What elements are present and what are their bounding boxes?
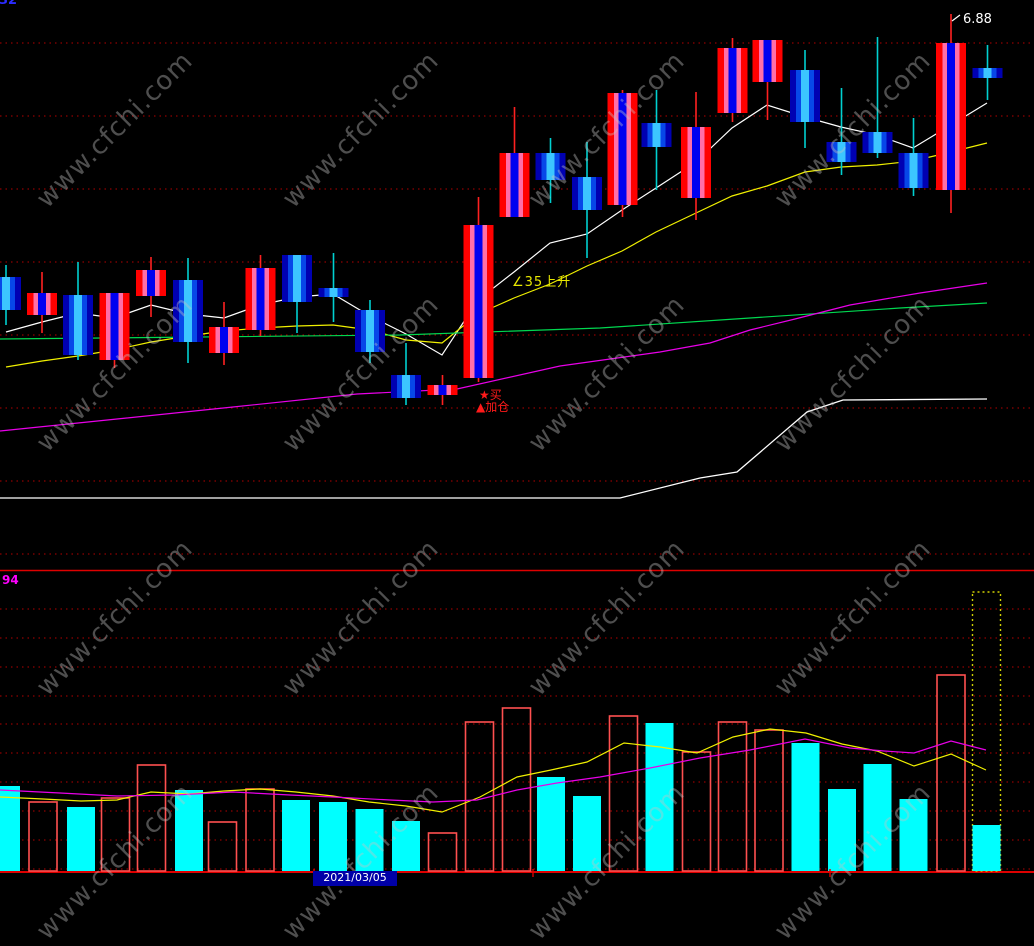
candle-body [427,385,458,395]
volume-bar-up [100,797,131,872]
volume-bar-down [392,821,420,871]
ma-white [5,102,988,356]
volume-bar-down [355,809,384,871]
volume-bar-up [681,751,712,872]
candle-body [499,153,530,217]
candle-body [463,225,494,378]
volume-bar-down [791,743,820,871]
ma-magenta [0,282,988,432]
stop-line [0,398,988,499]
candle-body [717,48,748,113]
volume-bar-down [899,799,928,871]
candle-body [898,153,929,188]
candle-body [245,268,276,330]
volume-bar-down [0,786,20,871]
candle-body [355,310,385,352]
candle-body [862,132,893,153]
ma-yellow [5,142,988,368]
candle-body [63,295,93,355]
price-tag-leader-line [951,14,961,22]
angle-rise-annotation: ∠35上升 [512,275,572,290]
volume-bar-up [28,801,58,872]
volume-bar-up [608,715,639,872]
candle-body [936,43,966,190]
volume-bar-down [67,807,95,871]
candle-body [607,93,638,205]
volume-bar-up [936,674,966,872]
volume-bar-down [828,789,856,871]
volume-bar-down [319,802,347,871]
candle-body [0,277,21,310]
candle-body [535,153,566,180]
candle-body [641,123,672,147]
volume-bar-down [645,723,674,871]
volume-bar-down [175,790,203,871]
candle-body [752,40,783,82]
volume-bar-up [207,821,238,872]
candle-body [136,270,166,296]
candle-body [681,127,711,198]
volume-bar-down [573,796,601,871]
volume-axis-scale-label: 94 [2,573,19,587]
candle-body [572,177,602,210]
volume-bar-down [972,825,1001,871]
volume-bar-up [245,788,275,872]
buy-signal-marker: ★买 [479,388,502,402]
selected-date-label: 2021/03/05 [313,871,397,886]
volume-bar-up [464,721,495,872]
candle-body [209,327,239,353]
candle-body [318,288,349,297]
volume-bar-up [427,832,458,872]
candle-body [972,68,1003,78]
volume-bar-up [754,729,784,872]
vol-ma-magenta [0,738,987,803]
volume-bar-up [717,721,748,872]
candle-body [826,142,857,162]
left-axis-scale-label: 32 [0,0,18,8]
candle-body [99,293,130,360]
candle-body [27,293,57,315]
candle-body [282,255,312,302]
candle-body [790,70,820,122]
volume-bar-up [501,707,532,872]
high-price-tag: 6.88 [963,12,992,27]
volume-bar-down [863,764,892,871]
vol-ma-yellow [0,728,987,813]
volume-bar-down [537,777,565,871]
volume-bar-down [282,800,310,871]
add-position-signal-marker: ▲加仓 [476,400,510,414]
candle-body [173,280,203,342]
candle-body [391,375,421,398]
kline-volume-chart[interactable] [0,0,1034,878]
volume-bar-up [136,764,167,872]
